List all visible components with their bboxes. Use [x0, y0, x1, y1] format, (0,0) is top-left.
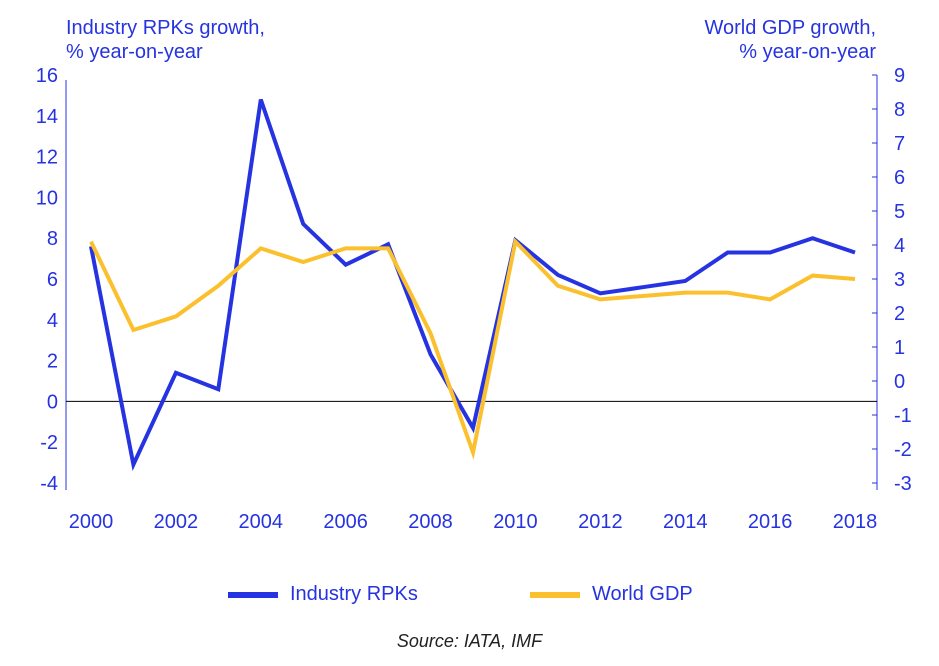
y-left-tick-label: 2 — [47, 351, 58, 373]
x-tick-label: 2016 — [748, 511, 793, 533]
y-right-tick-label: -3 — [894, 473, 912, 495]
y-axis-left-label-line2: % year-on-year — [66, 41, 203, 63]
legend-label-industry-rpks: Industry RPKs — [290, 583, 418, 605]
y-left-tick-label: 6 — [47, 269, 58, 291]
x-tick-label: 2014 — [663, 511, 708, 533]
y-left-tick-label: 4 — [47, 310, 58, 332]
y-axis-right-label-line2: % year-on-year — [739, 41, 876, 63]
y-left-tick-label: 10 — [36, 187, 58, 209]
y-right-tick-label: -2 — [894, 439, 912, 461]
y-right-tick-label: 1 — [894, 337, 905, 359]
y-axis-left-label: Industry RPKs growth, % year-on-year — [66, 16, 265, 64]
y-left-tick-label: 0 — [47, 391, 58, 413]
y-right-tick-label: 9 — [894, 65, 905, 87]
y-right-tick-label: 5 — [894, 201, 905, 223]
y-left-tick-label: -2 — [40, 432, 58, 454]
x-tick-label: 2002 — [154, 511, 199, 533]
y-left-tick-label: 12 — [36, 147, 58, 169]
series-line-industry-rpks — [89, 98, 856, 472]
y-left-tick-label: 8 — [47, 228, 58, 250]
y-right-tick-label: -1 — [894, 405, 912, 427]
x-tick-label: 2006 — [323, 511, 368, 533]
y-right-tick-label: 8 — [894, 99, 905, 121]
x-tick-label: 2004 — [239, 511, 284, 533]
legend-swatch-world-gdp — [530, 591, 580, 598]
y-left-tick-label: -4 — [40, 473, 58, 495]
x-tick-label: 2000 — [69, 511, 114, 533]
y-axis-right-label-line1: World GDP growth, — [704, 17, 876, 39]
series-line-world-gdp — [89, 237, 856, 460]
y-right-tick-label: 6 — [894, 167, 905, 189]
legend-item-world-gdp: World GDP — [530, 583, 693, 606]
source-note: Source: IATA, IMF — [396, 631, 543, 651]
y-right-tick-label: 4 — [894, 235, 905, 257]
y-right-tick-label: 0 — [894, 371, 905, 393]
y-right-tick-label: 3 — [894, 269, 905, 291]
x-tick-label: 2010 — [493, 511, 538, 533]
y-left-tick-label: 16 — [36, 65, 58, 87]
y-axis-left-label-line1: Industry RPKs growth, — [66, 17, 265, 39]
legend-item-industry-rpks: Industry RPKs — [228, 583, 418, 606]
x-tick-label: 2012 — [578, 511, 623, 533]
y-right-tick-label: 7 — [894, 133, 905, 155]
legend-label-world-gdp: World GDP — [592, 583, 693, 605]
y-axis-right-label: World GDP growth, % year-on-year — [704, 16, 876, 64]
x-tick-label: 2008 — [408, 511, 453, 533]
y-left-tick-label: 14 — [36, 106, 58, 128]
y-right-tick-label: 2 — [894, 303, 905, 325]
x-tick-label: 2018 — [833, 511, 878, 533]
legend-swatch-industry-rpks — [228, 591, 278, 598]
